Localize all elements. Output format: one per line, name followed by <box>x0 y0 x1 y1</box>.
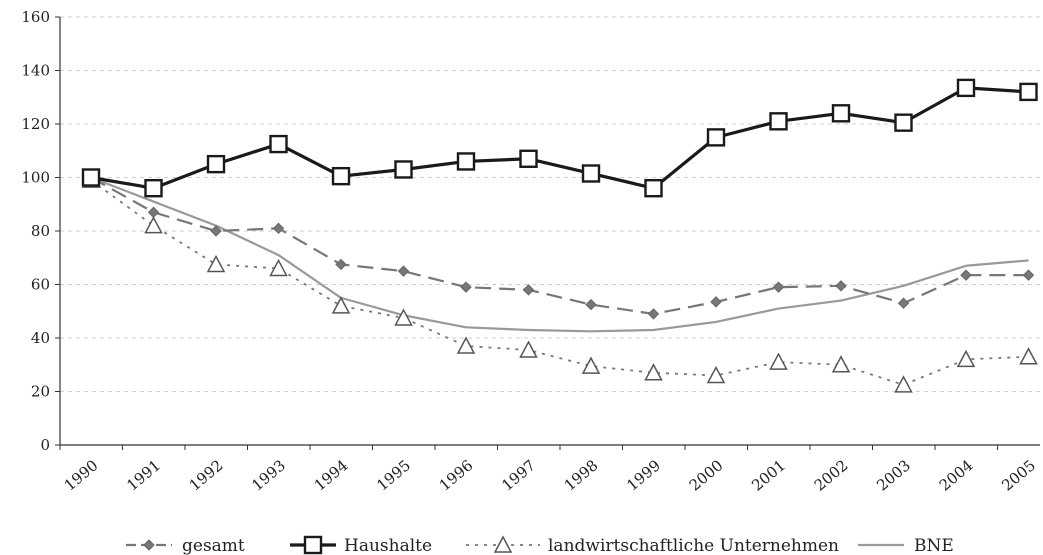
legend-marker <box>493 535 513 553</box>
data-point <box>956 349 976 368</box>
y-tick-label: 100 <box>21 169 50 187</box>
data-point <box>581 356 601 374</box>
data-point <box>1022 269 1035 281</box>
gridlines <box>60 16 1040 392</box>
x-tick-label: 1993 <box>248 456 289 494</box>
legend-label: gesamt <box>182 536 245 555</box>
data-point <box>147 206 160 218</box>
series-line <box>90 176 1029 316</box>
data-point <box>894 113 913 132</box>
data-point <box>831 104 851 123</box>
series-line <box>90 179 1029 386</box>
data-point <box>894 375 913 393</box>
data-point <box>394 160 413 179</box>
y-tick-label: 160 <box>21 8 50 26</box>
data-point <box>710 296 722 308</box>
y-tick-label: 40 <box>31 329 50 347</box>
data-point <box>1019 82 1038 102</box>
data-point <box>272 222 285 235</box>
x-tick-label: 2002 <box>811 456 852 494</box>
data-point <box>831 355 851 373</box>
legend: gesamt Haushalte landwirtschaftliche Unter… <box>126 535 954 555</box>
y-tick-label: 140 <box>21 62 50 80</box>
legend-item: landwirtschaftliche Unternehmen <box>466 535 839 555</box>
data-point <box>772 281 785 293</box>
series-0 <box>85 171 1035 320</box>
x-tick-label: 1998 <box>561 456 602 494</box>
y-tick-label: 20 <box>31 383 50 401</box>
legend-label: landwirtschaftliche Unternehmen <box>548 536 839 555</box>
data-point <box>960 269 972 281</box>
data-point <box>206 154 226 174</box>
x-tick-label: 1995 <box>373 456 414 494</box>
x-tick-label: 2004 <box>936 456 977 494</box>
data-point <box>397 265 410 277</box>
x-tick-label: 1990 <box>61 456 102 494</box>
data-point <box>519 149 538 168</box>
data-point <box>144 178 163 198</box>
data-point <box>1019 347 1038 365</box>
series-layer <box>81 78 1038 393</box>
x-tick-label: 2001 <box>748 456 789 494</box>
data-point <box>956 78 976 98</box>
data-point <box>456 152 476 171</box>
data-point <box>335 258 347 271</box>
series-line <box>90 176 1029 333</box>
legend-label: Haushalte <box>344 536 432 555</box>
data-point <box>210 225 222 237</box>
legend-marker <box>303 535 323 555</box>
legend-label: BNE <box>914 536 954 555</box>
x-tick-label: 1996 <box>436 456 477 494</box>
data-point <box>706 128 726 147</box>
x-axis-ticks: 1990 1991 1992 1993 1994 1995 1996 1997 1998 1999… <box>59 445 1039 495</box>
data-point <box>206 254 226 273</box>
y-tick-label: 60 <box>31 276 50 294</box>
data-point <box>585 298 597 311</box>
data-point <box>269 258 288 277</box>
x-tick-label: 1994 <box>311 456 352 494</box>
data-point <box>456 336 476 354</box>
data-point <box>394 308 413 326</box>
y-tick-label: 0 <box>40 436 50 454</box>
x-tick-label: 1992 <box>186 456 227 494</box>
data-point <box>835 280 847 292</box>
series-line <box>90 86 1029 190</box>
x-tick-label: 1991 <box>123 456 164 494</box>
data-point <box>331 296 351 314</box>
data-point <box>647 308 660 320</box>
data-point <box>897 297 910 309</box>
data-point <box>519 340 538 358</box>
x-tick-label: 2003 <box>873 456 914 494</box>
data-point <box>269 134 288 154</box>
data-point <box>581 164 601 183</box>
data-point <box>460 281 472 293</box>
x-tick-label: 1999 <box>623 456 664 494</box>
data-point <box>706 365 726 384</box>
data-point <box>144 216 163 234</box>
data-point <box>769 352 788 370</box>
data-point <box>769 112 788 131</box>
legend-item: BNE <box>858 536 954 555</box>
x-tick-label: 2000 <box>686 456 727 494</box>
data-point <box>81 168 101 187</box>
x-tick-label: 2005 <box>998 456 1039 494</box>
y-tick-label: 80 <box>31 222 50 240</box>
series-1 <box>81 78 1038 198</box>
y-axis-ticks: 0 20 40 60 80 100 120 140 160 <box>21 8 60 454</box>
data-point <box>331 166 351 186</box>
legend-item: gesamt <box>126 536 245 555</box>
legend-marker <box>143 539 155 551</box>
x-tick-label: 1997 <box>498 456 539 494</box>
series-3 <box>90 176 1029 333</box>
data-point <box>644 178 663 198</box>
y-tick-label: 120 <box>21 115 50 133</box>
data-point <box>644 363 663 381</box>
series-2 <box>81 170 1038 393</box>
data-point <box>522 284 535 296</box>
legend-item: Haushalte <box>290 535 432 555</box>
